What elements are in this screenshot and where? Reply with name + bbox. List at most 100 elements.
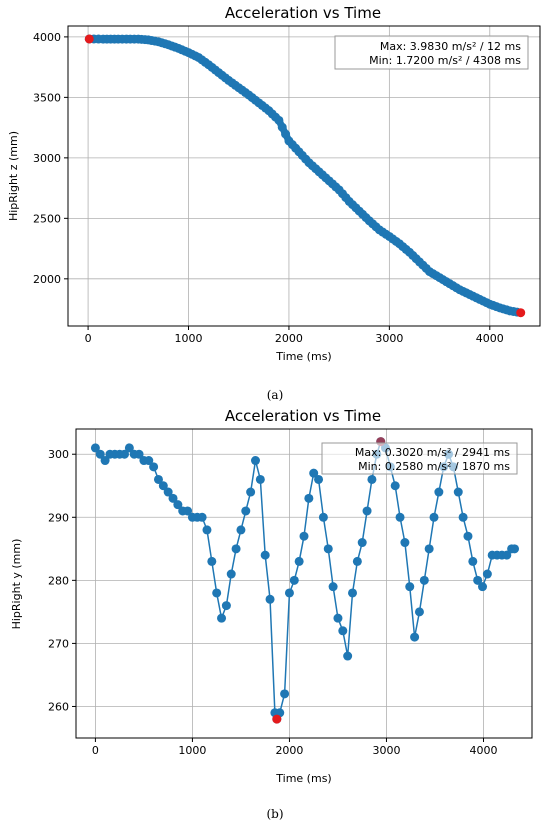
data-point xyxy=(134,449,144,459)
series-line xyxy=(85,35,525,317)
data-point xyxy=(463,531,473,541)
x-tick-label: 1000 xyxy=(178,744,206,757)
data-point xyxy=(482,569,492,579)
data-point xyxy=(348,588,358,598)
chart-b: Acceleration vs Time 0 1000 2000 3000 4000 26… xyxy=(10,407,533,821)
data-point xyxy=(153,474,163,484)
data-point xyxy=(429,512,439,522)
data-point xyxy=(124,443,134,453)
data-point xyxy=(100,456,110,466)
data-point xyxy=(473,575,483,585)
data-point xyxy=(217,613,227,623)
chart-b-annotation-box xyxy=(321,442,518,475)
chart-a: Acceleration vs Time 0 1000 2000 3000 4000 20… xyxy=(7,4,541,402)
chart-a-caption: (a) xyxy=(267,388,284,402)
y-tick-label: 290 xyxy=(48,511,69,524)
data-point xyxy=(277,122,287,132)
data-point xyxy=(90,443,100,453)
data-point xyxy=(309,468,319,478)
x-tick-label: 3000 xyxy=(375,332,403,345)
data-point xyxy=(120,449,130,459)
y-tick-label: 3000 xyxy=(33,152,61,165)
data-point xyxy=(318,512,328,522)
data-point xyxy=(419,575,429,585)
y-tick-label: 280 xyxy=(48,574,69,587)
data-point xyxy=(265,594,275,604)
data-point xyxy=(362,506,372,516)
min-point-marker xyxy=(272,714,282,724)
data-point xyxy=(333,613,343,623)
chart-a-annotation-max: Max: 3.9830 m/s² / 12 ms xyxy=(380,40,521,53)
x-tick-label: 1000 xyxy=(175,332,203,345)
data-point xyxy=(414,607,424,617)
y-tick-label: 270 xyxy=(48,637,69,650)
data-point xyxy=(168,493,178,503)
data-point xyxy=(144,456,154,466)
data-point xyxy=(299,531,309,541)
x-tick-label: 0 xyxy=(92,744,99,757)
chart-b-ticks: 0 1000 2000 3000 4000 260 270 280 290 300 xyxy=(48,448,497,757)
data-point xyxy=(314,474,324,484)
data-point xyxy=(246,487,256,497)
data-point xyxy=(289,575,299,585)
chart-b-annotation-max: Max: 0.3020 m/s² / 2941 ms xyxy=(355,446,510,459)
data-point xyxy=(390,481,400,491)
x-tick-label: 3000 xyxy=(372,744,400,757)
chart-a-ticks: 0 1000 2000 3000 4000 2000 2500 3000 3500 4000 xyxy=(33,31,504,345)
data-point xyxy=(410,632,420,642)
y-tick-label: 3500 xyxy=(33,91,61,104)
data-point xyxy=(434,487,444,497)
data-point xyxy=(274,115,284,125)
data-point xyxy=(405,582,415,592)
data-point xyxy=(468,556,478,566)
chart-a-annotation: Max: 3.9830 m/s² / 12 ms Min: 1.7200 m/s… xyxy=(334,35,529,70)
chart-b-caption: (b) xyxy=(266,807,283,821)
x-tick-label: 2000 xyxy=(275,744,303,757)
data-point xyxy=(149,462,159,472)
data-point xyxy=(236,525,246,535)
data-point xyxy=(424,544,434,554)
data-point xyxy=(395,512,405,522)
chart-b-plot-frame xyxy=(75,428,533,739)
chart-b-annotation-min: Min: 0.2580 m/s² / 1870 ms xyxy=(358,460,510,473)
y-tick-label: 260 xyxy=(48,700,69,713)
data-point xyxy=(510,544,520,554)
data-point xyxy=(280,689,290,699)
y-tick-label: 300 xyxy=(48,448,69,461)
data-point xyxy=(255,474,265,484)
data-point xyxy=(284,588,294,598)
y-tick-label: 4000 xyxy=(33,31,61,44)
chart-a-plot-frame xyxy=(67,25,541,327)
data-point xyxy=(458,512,468,522)
data-point xyxy=(357,538,367,548)
data-point xyxy=(221,601,231,611)
data-point xyxy=(367,474,377,484)
x-tick-label: 4000 xyxy=(476,332,504,345)
data-point xyxy=(183,506,193,516)
chart-b-ylabel: HipRight y (mm) xyxy=(10,539,23,630)
data-point xyxy=(163,487,173,497)
chart-b-title: Acceleration vs Time xyxy=(225,407,381,425)
chart-a-marks xyxy=(84,34,526,318)
data-point xyxy=(197,512,207,522)
data-point xyxy=(158,481,168,491)
data-point xyxy=(281,129,291,139)
data-point xyxy=(260,550,270,560)
max-point-marker xyxy=(84,34,94,44)
chart-b-grid xyxy=(76,429,532,738)
chart-a-title: Acceleration vs Time xyxy=(225,4,381,22)
data-point xyxy=(343,651,353,661)
data-point xyxy=(95,449,105,459)
chart-b-xlabel: Time (ms) xyxy=(275,772,331,785)
data-point xyxy=(231,544,241,554)
data-point xyxy=(328,582,338,592)
data-point xyxy=(502,550,512,560)
min-point-marker xyxy=(516,308,526,318)
data-point xyxy=(250,456,260,466)
data-point xyxy=(352,556,362,566)
data-point xyxy=(241,506,251,516)
data-point xyxy=(304,493,314,503)
chart-b-annotation: Max: 0.3020 m/s² / 2941 ms Min: 0.2580 m… xyxy=(321,442,518,475)
data-point xyxy=(202,525,212,535)
